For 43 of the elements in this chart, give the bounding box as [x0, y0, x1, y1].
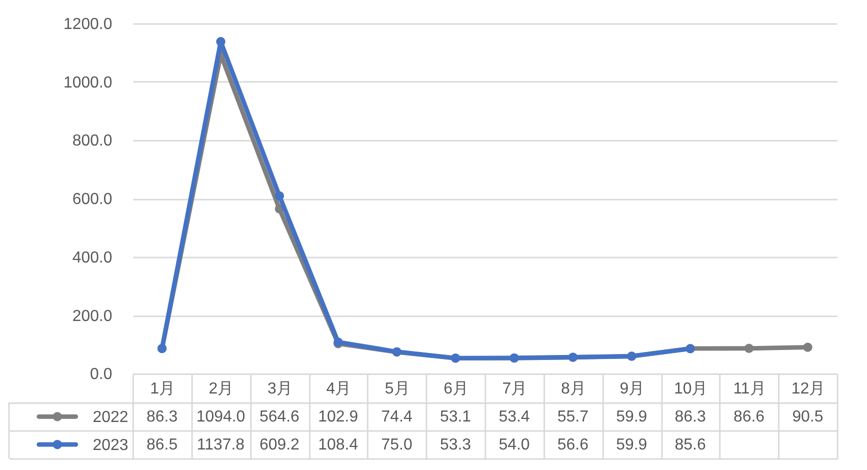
x-tick-label: 3月 [268, 380, 292, 398]
data-label: 74.4 [381, 408, 412, 426]
data-label: 1094.0 [196, 408, 246, 426]
x-tick-label: 2月 [208, 380, 234, 398]
data-label: 85.6 [674, 436, 706, 454]
y-tick-label: 800.0 [72, 132, 112, 150]
data-label: 609.2 [259, 436, 300, 454]
data-label: 59.9 [616, 436, 648, 454]
data-label: 1137.8 [196, 436, 245, 454]
y-tick-label: 200.0 [72, 308, 112, 325]
data-label: 54.0 [498, 436, 530, 454]
x-tick-label: 11月 [733, 380, 766, 398]
legend-label: 2023 [92, 437, 128, 454]
data-label: 53.3 [440, 436, 472, 454]
y-tick-label: 600.0 [72, 191, 112, 208]
x-tick-label: 6月 [444, 380, 468, 398]
data-label: 102.9 [318, 408, 358, 426]
y-tick-label: 0.0 [90, 366, 112, 384]
data-label: 86.3 [146, 408, 178, 426]
data-label: 90.5 [792, 408, 824, 426]
x-tick-label: 8月 [560, 380, 586, 398]
y-tick-label: 1000.0 [63, 74, 112, 92]
x-tick-label: 4月 [326, 380, 352, 398]
x-tick-label: 1月 [150, 380, 175, 398]
x-tick-label: 9月 [620, 380, 645, 398]
data-label: 564.6 [259, 408, 300, 426]
data-label: 53.4 [498, 408, 530, 426]
data-label: 86.5 [146, 436, 178, 454]
data-label: 86.3 [674, 408, 706, 426]
data-label: 75.0 [381, 436, 412, 454]
x-tick-label: 12月 [791, 380, 826, 398]
data-label: 56.6 [557, 436, 589, 454]
data-label: 108.4 [318, 436, 358, 454]
legend-label: 2022 [92, 409, 128, 426]
data-label: 59.9 [616, 408, 648, 426]
data-label: 55.7 [557, 408, 589, 426]
x-tick-label: 5月 [384, 380, 410, 398]
data-label: 53.1 [440, 408, 472, 426]
x-tick-label: 10月 [674, 380, 708, 398]
data-label: 86.6 [733, 408, 765, 426]
x-tick-label: 7月 [502, 380, 528, 398]
y-tick-label: 400.0 [72, 249, 112, 266]
y-tick-label: 1200.0 [63, 16, 112, 33]
